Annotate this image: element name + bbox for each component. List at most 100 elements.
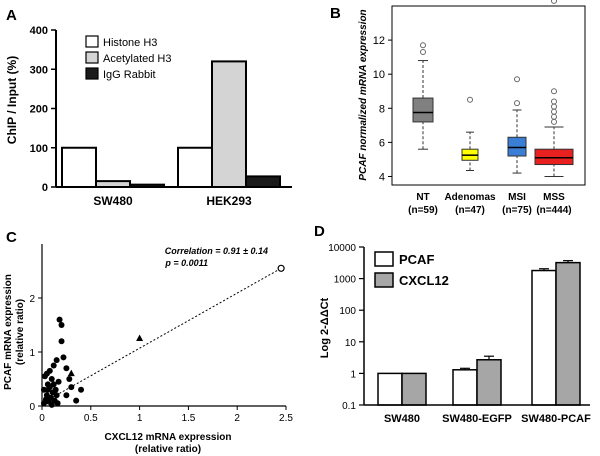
panel-b-category-label: MSS bbox=[543, 192, 565, 203]
panel-a-legend-label: Acetylated H3 bbox=[103, 53, 171, 65]
panel-c-ytick-label: 0 bbox=[29, 402, 35, 413]
panel-a-bar-1 bbox=[211, 60, 247, 188]
panel-c-xtick-label: 0 bbox=[39, 413, 45, 424]
panel-a: A ChIP / Input (%) 0 100 200 300 400 SW480 HE… bbox=[5, 7, 292, 208]
panel-b-ytick-label: 8 bbox=[379, 103, 385, 115]
panel-a-ytick-label: 300 bbox=[30, 64, 48, 76]
panel-d-ytick-label: 10000 bbox=[328, 243, 356, 254]
panel-b-count-label: (n=444) bbox=[536, 205, 571, 216]
panel-c-triangle-point bbox=[136, 334, 144, 341]
panel-c-point bbox=[63, 392, 70, 399]
panel-c-open-point bbox=[277, 264, 285, 272]
panel-d-ytick-label: 1000 bbox=[334, 275, 357, 286]
panel-a-category-label: HEK293 bbox=[206, 194, 252, 208]
panel-a-legend-swatch bbox=[85, 67, 99, 80]
panel-b-label: B bbox=[330, 5, 341, 22]
panel-c-xtick-label: 2 bbox=[234, 413, 240, 424]
panel-c-point bbox=[53, 357, 60, 364]
panel-b-outlier bbox=[551, 118, 557, 125]
panel-d-ytick-label: 100 bbox=[339, 306, 356, 317]
panel-d-ytick-label: 10 bbox=[345, 338, 357, 349]
panel-b-category-label: NT bbox=[416, 192, 429, 203]
panel-b-outlier bbox=[467, 96, 473, 103]
panel-d-legend-label: PCAF bbox=[399, 252, 434, 267]
panel-d-ytick-label: 0.1 bbox=[342, 401, 356, 412]
panel-a-legend-label: IgG Rabbit bbox=[103, 69, 156, 81]
panel-d-bar-1 bbox=[555, 261, 581, 406]
panel-c-annotation: Correlation = 0.91 ± 0.14 bbox=[165, 246, 268, 256]
panel-c-trend-line bbox=[41, 267, 282, 404]
panel-b: B PCAF normalized mRNA expression 4 6 8 10 1… bbox=[330, 0, 586, 216]
panel-d-label: D bbox=[314, 223, 325, 240]
panel-c-point bbox=[58, 322, 65, 328]
panel-c-point bbox=[50, 381, 57, 388]
panel-d-bar-0 bbox=[452, 369, 478, 406]
panel-b-box bbox=[412, 97, 434, 123]
panel-c-point bbox=[58, 338, 65, 345]
panel-c-xtick-label: 1 bbox=[137, 413, 143, 424]
panel-c-ytick-label: 1 bbox=[29, 348, 35, 359]
panel-b-outlier bbox=[514, 76, 520, 83]
panel-d-bar-1 bbox=[476, 359, 502, 406]
panel-c-point bbox=[48, 376, 55, 382]
panel-b-outlier bbox=[551, 113, 557, 120]
panel-a-bar-0 bbox=[61, 146, 97, 188]
panel-c-point bbox=[60, 354, 67, 361]
panel-a-ytick-label: 0 bbox=[42, 182, 48, 194]
panel-c-xlabel: CXCL12 mRNA expression bbox=[105, 432, 232, 443]
panel-b-outlier bbox=[551, 88, 557, 95]
panel-b-box bbox=[534, 148, 574, 166]
panel-b-outlier bbox=[551, 0, 557, 4]
panel-d-category-label: SW480-EGFP bbox=[442, 413, 512, 425]
panel-c-point bbox=[46, 367, 53, 374]
panel-d-category-label: SW480 bbox=[384, 413, 420, 425]
panel-c-point bbox=[55, 378, 62, 385]
panel-c-xtick-label: 1.5 bbox=[181, 413, 195, 424]
panel-c-ytick-label: 2 bbox=[29, 294, 35, 305]
panel-b-ytick-label: 12 bbox=[373, 35, 385, 47]
panel-c-point bbox=[56, 316, 63, 323]
panel-b-outlier bbox=[551, 108, 557, 115]
panel-d-bar-0 bbox=[377, 372, 403, 406]
panel-d-legend-swatch bbox=[374, 272, 394, 288]
panel-c-point bbox=[78, 386, 85, 393]
panel-b-category-label: Adenomas bbox=[444, 192, 496, 203]
panel-c: C PCAF mRNA expression (relative ratio) … bbox=[3, 229, 293, 455]
panel-c-ylabel-2: (relative ratio) bbox=[15, 299, 26, 365]
panel-b-outlier bbox=[420, 49, 426, 56]
panel-d-bar-0 bbox=[531, 269, 557, 406]
panel-b-outlier bbox=[514, 100, 520, 107]
panel-c-point bbox=[73, 397, 80, 404]
panel-d-legend-label: CXCL12 bbox=[399, 273, 449, 288]
panel-a-ytick-label: 200 bbox=[30, 104, 48, 116]
panel-a-legend-label: Histone H3 bbox=[103, 37, 157, 49]
panel-d-ylabel: Log 2-ΔΔCt bbox=[319, 297, 331, 358]
panel-c-point bbox=[68, 384, 75, 391]
panel-c-xtick-label: 0.5 bbox=[84, 413, 98, 424]
panel-b-box bbox=[507, 136, 527, 157]
panel-c-ylabel: PCAF mRNA expression bbox=[3, 274, 14, 390]
panel-b-outlier bbox=[420, 42, 426, 49]
panel-c-point bbox=[44, 381, 51, 388]
panel-a-legend-swatch bbox=[85, 35, 99, 48]
panel-b-ytick-label: 4 bbox=[379, 171, 385, 183]
panel-b-count-label: (n=47) bbox=[455, 205, 485, 216]
panel-d-ytick-label: 1 bbox=[350, 369, 356, 380]
panel-c-point bbox=[63, 365, 70, 372]
panel-c-point bbox=[52, 386, 59, 393]
panel-d-category-label: SW480-PCAF bbox=[521, 413, 591, 425]
panel-c-point bbox=[50, 362, 57, 369]
panel-b-ytick-label: 6 bbox=[379, 137, 385, 149]
panel-c-xlabel-2: (relative ratio) bbox=[135, 444, 201, 455]
panel-c-annotation-2: p = 0.0011 bbox=[164, 258, 208, 268]
panel-d-bar-1 bbox=[401, 372, 427, 406]
panel-a-ytick-label: 400 bbox=[30, 25, 48, 37]
panel-b-outlier bbox=[551, 103, 557, 110]
panel-c-point bbox=[66, 376, 73, 382]
panel-c-point bbox=[54, 400, 61, 407]
panel-c-label: C bbox=[6, 229, 17, 246]
panel-c-xtick-label: 2.5 bbox=[279, 413, 293, 424]
panel-d: D Log 2-ΔΔCt 0.1 1 10 100 1000 10000 SW480 SW4… bbox=[314, 223, 591, 425]
panel-a-category-label: SW480 bbox=[93, 194, 133, 208]
